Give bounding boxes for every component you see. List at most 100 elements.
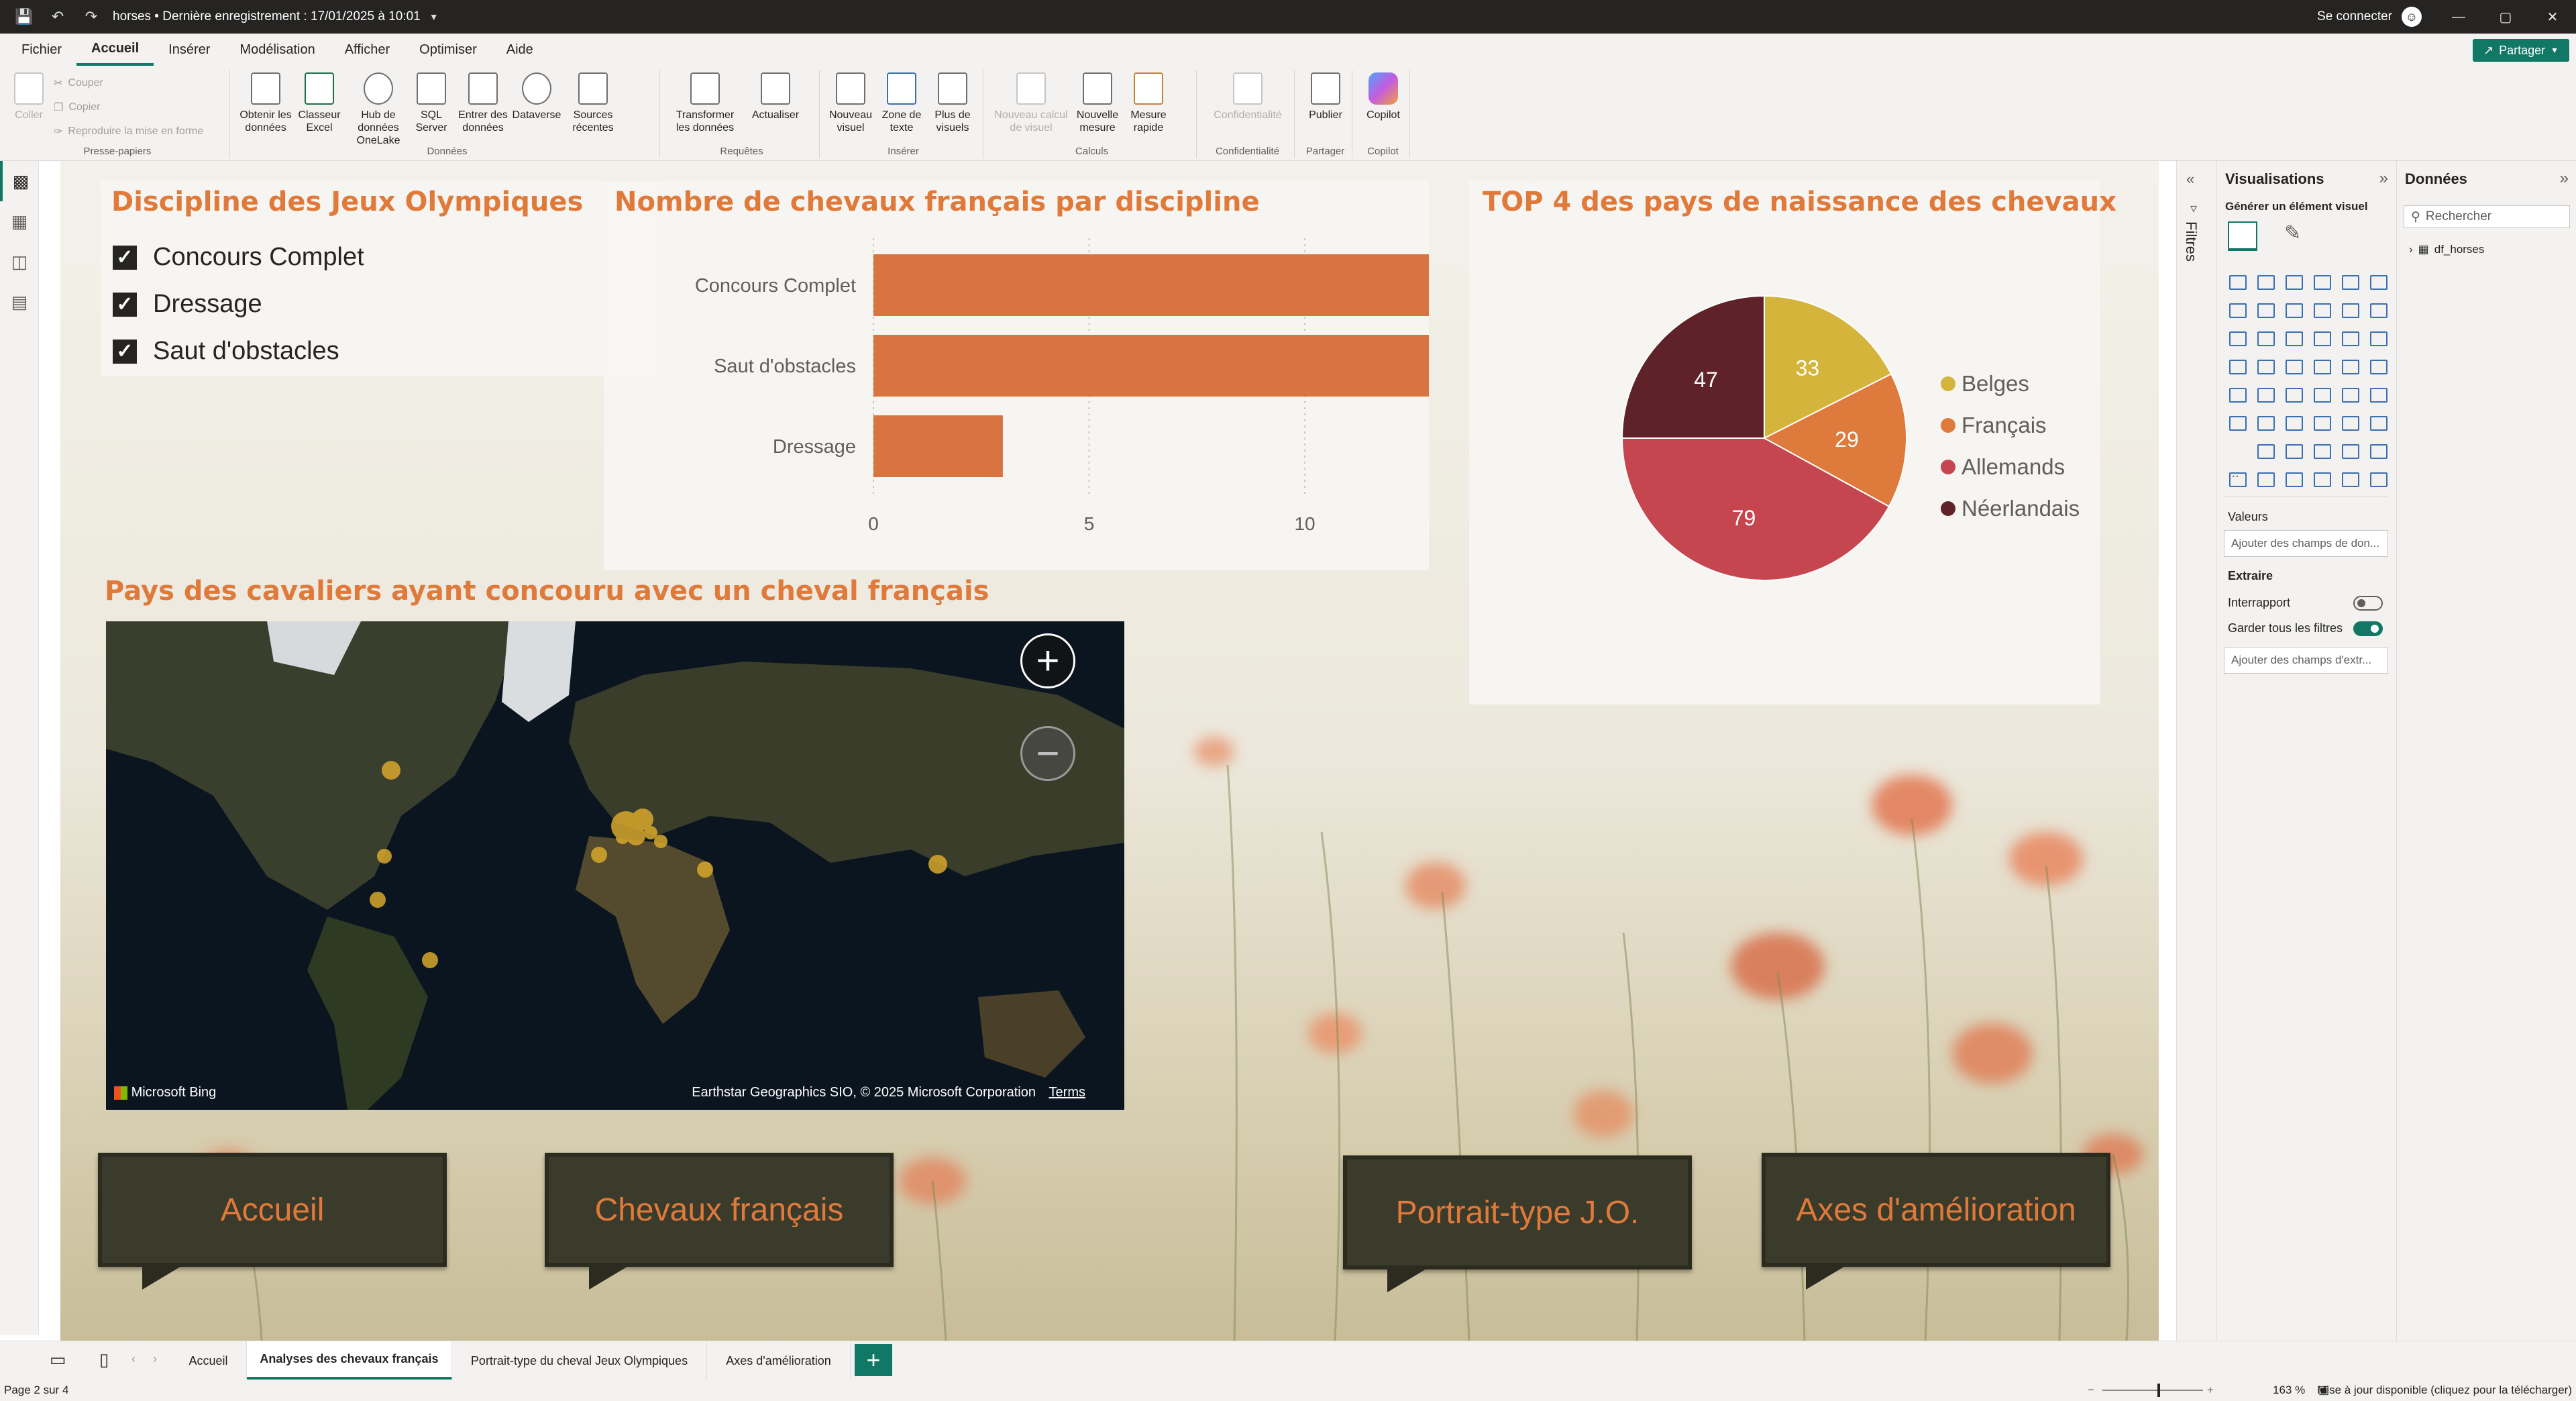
visual-type-icon[interactable] bbox=[2365, 466, 2393, 494]
visual-type-icon[interactable] bbox=[2280, 325, 2308, 353]
checkbox-icon[interactable]: ✓ bbox=[113, 292, 137, 317]
more-visuals-icon[interactable]: ... bbox=[2228, 466, 2239, 480]
visual-type-icon[interactable] bbox=[2252, 437, 2280, 466]
menu-fichier[interactable]: Fichier bbox=[21, 42, 62, 57]
zoom-in-icon[interactable]: + bbox=[2207, 1384, 2214, 1396]
visual-type-icon[interactable] bbox=[2337, 268, 2365, 297]
nav-button-chevaux-francais[interactable]: Chevaux français bbox=[545, 1153, 894, 1290]
visual-type-icon[interactable] bbox=[2365, 297, 2393, 325]
zoom-out-icon[interactable]: − bbox=[2088, 1384, 2094, 1396]
drill-through-well[interactable]: Ajouter des champs d'extr... bbox=[2224, 647, 2388, 674]
zoom-slider[interactable] bbox=[2102, 1390, 2203, 1391]
visual-type-icon[interactable] bbox=[2252, 325, 2280, 353]
visual-type-icon[interactable] bbox=[2224, 268, 2252, 297]
close-icon[interactable]: ✕ bbox=[2546, 9, 2559, 25]
dax-view-icon[interactable]: ▤ bbox=[11, 291, 28, 312]
page-tab-portrait-type[interactable]: Portrait-type du cheval Jeux Olympiques bbox=[452, 1341, 707, 1380]
keep-filters-toggle[interactable] bbox=[2353, 621, 2383, 636]
expand-icon[interactable]: « bbox=[2186, 170, 2195, 187]
visual-type-icon[interactable] bbox=[2224, 381, 2252, 409]
slicer-item-concours-complet[interactable]: ✓ Concours Complet bbox=[113, 243, 364, 272]
new-visual-button[interactable]: Nouveau visuel bbox=[824, 72, 877, 134]
nav-button-portrait-type[interactable]: Portrait-type J.O. bbox=[1343, 1155, 1692, 1292]
visual-type-icon[interactable] bbox=[2224, 437, 2252, 466]
visual-type-icon[interactable] bbox=[2280, 381, 2308, 409]
world-map[interactable]: + − Microsoft Bing Earthstar Geographics… bbox=[106, 621, 1124, 1110]
visual-type-icon[interactable] bbox=[2224, 297, 2252, 325]
text-box-button[interactable]: Zone de texte bbox=[875, 72, 928, 134]
onelake-button[interactable]: Hub de données OneLake bbox=[347, 72, 409, 147]
menu-optimiser[interactable]: Optimiser bbox=[419, 42, 477, 57]
scroll-left-icon[interactable]: ‹ bbox=[131, 1352, 136, 1365]
values-well[interactable]: Ajouter des champs de don... bbox=[2224, 530, 2388, 557]
visual-type-icon[interactable] bbox=[2365, 325, 2393, 353]
visual-type-icon[interactable] bbox=[2280, 409, 2308, 437]
visual-type-icon[interactable] bbox=[2308, 466, 2337, 494]
copilot-button[interactable]: Copilot bbox=[1356, 72, 1410, 121]
format-visual-tab-icon[interactable]: ✎ bbox=[2284, 222, 2302, 244]
visual-type-icon[interactable] bbox=[2365, 381, 2393, 409]
recent-sources-button[interactable]: Sources récentes bbox=[566, 72, 620, 134]
visual-type-icon[interactable] bbox=[2337, 437, 2365, 466]
zoom-out-button[interactable]: − bbox=[1020, 726, 1075, 781]
visual-type-icon[interactable] bbox=[2252, 466, 2280, 494]
save-icon[interactable]: 💾 bbox=[15, 8, 34, 25]
cross-report-toggle[interactable] bbox=[2353, 596, 2383, 611]
transform-data-button[interactable]: Transformer les données bbox=[668, 72, 742, 134]
nav-button-accueil[interactable]: Accueil bbox=[98, 1153, 447, 1290]
visual-type-icon[interactable] bbox=[2337, 381, 2365, 409]
menu-inserer[interactable]: Insérer bbox=[168, 42, 211, 57]
format-painter-button[interactable]: ✑ Reproduire la mise en forme bbox=[54, 125, 203, 138]
enter-data-button[interactable]: Entrer des données bbox=[456, 72, 510, 134]
page-tab-axes[interactable]: Axes d'amélioration bbox=[707, 1341, 851, 1380]
visual-type-icon[interactable] bbox=[2337, 325, 2365, 353]
visual-type-icon[interactable] bbox=[2308, 268, 2337, 297]
quick-measure-button[interactable]: Mesure rapide bbox=[1122, 72, 1175, 134]
menu-accueil[interactable]: Accueil bbox=[76, 34, 154, 66]
update-available-link[interactable]: Mise à jour disponible (cliquez pour la … bbox=[2317, 1384, 2572, 1396]
visual-type-icon[interactable] bbox=[2308, 325, 2337, 353]
refresh-button[interactable]: Actualiser bbox=[749, 72, 802, 121]
visual-type-icon[interactable] bbox=[2308, 437, 2337, 466]
scroll-right-icon[interactable]: › bbox=[153, 1352, 157, 1365]
maximize-icon[interactable]: ▢ bbox=[2499, 9, 2512, 25]
visual-type-icon[interactable] bbox=[2224, 466, 2252, 494]
table-view-icon[interactable]: ▦ bbox=[11, 211, 28, 231]
visual-type-icon[interactable] bbox=[2252, 297, 2280, 325]
visual-type-icon[interactable] bbox=[2308, 297, 2337, 325]
checkbox-icon[interactable]: ✓ bbox=[113, 245, 137, 270]
pie-chart-card[interactable]: TOP 4 des pays de naissance des chevaux … bbox=[1469, 181, 2116, 705]
visual-type-icon[interactable] bbox=[2280, 353, 2308, 381]
model-view-icon[interactable]: ◫ bbox=[11, 251, 28, 272]
share-button[interactable]: ↗ Partager ▼ bbox=[2472, 39, 2569, 62]
collapse-icon[interactable]: » bbox=[2379, 169, 2388, 187]
fit-page-icon[interactable]: ▣ bbox=[2318, 1384, 2330, 1396]
visual-type-icon[interactable] bbox=[2337, 297, 2365, 325]
new-measure-button[interactable]: Nouvelle mesure bbox=[1071, 72, 1124, 134]
checkbox-icon[interactable]: ✓ bbox=[113, 339, 137, 364]
new-visual-calc-button[interactable]: Nouveau calcul de visuel bbox=[994, 72, 1068, 134]
page-tab-accueil[interactable]: Accueil bbox=[170, 1341, 247, 1380]
visual-type-icon[interactable] bbox=[2280, 466, 2308, 494]
visual-type-icon[interactable] bbox=[2280, 297, 2308, 325]
visual-type-icon[interactable] bbox=[2308, 409, 2337, 437]
zoom-slider-thumb[interactable] bbox=[2157, 1384, 2160, 1397]
collapse-icon[interactable]: » bbox=[2559, 169, 2569, 187]
visual-type-icon[interactable] bbox=[2337, 353, 2365, 381]
visual-type-icon[interactable] bbox=[2337, 466, 2365, 494]
data-search-input[interactable]: ⚲ Rechercher bbox=[2404, 205, 2570, 228]
visual-type-icon[interactable] bbox=[2280, 437, 2308, 466]
visual-type-icon[interactable] bbox=[2308, 381, 2337, 409]
zoom-in-button[interactable]: + bbox=[1020, 633, 1075, 688]
bar-chart-card[interactable]: Nombre de chevaux français par disciplin… bbox=[604, 181, 1429, 570]
table-item-df-horses[interactable]: › ▦ df_horses bbox=[2409, 243, 2484, 256]
visual-type-icon[interactable] bbox=[2365, 409, 2393, 437]
dataverse-button[interactable]: Dataverse bbox=[510, 72, 564, 121]
visual-type-icon[interactable] bbox=[2224, 409, 2252, 437]
undo-icon[interactable]: ↶ bbox=[51, 8, 64, 25]
nav-button-axes-amelioration[interactable]: Axes d'amélioration bbox=[1762, 1153, 2110, 1290]
window-title[interactable]: horses • Dernière enregistrement : 17/01… bbox=[113, 9, 421, 23]
report-view-icon[interactable]: ▩ bbox=[0, 161, 39, 201]
visual-type-icon[interactable] bbox=[2224, 325, 2252, 353]
menu-aide[interactable]: Aide bbox=[506, 42, 533, 57]
